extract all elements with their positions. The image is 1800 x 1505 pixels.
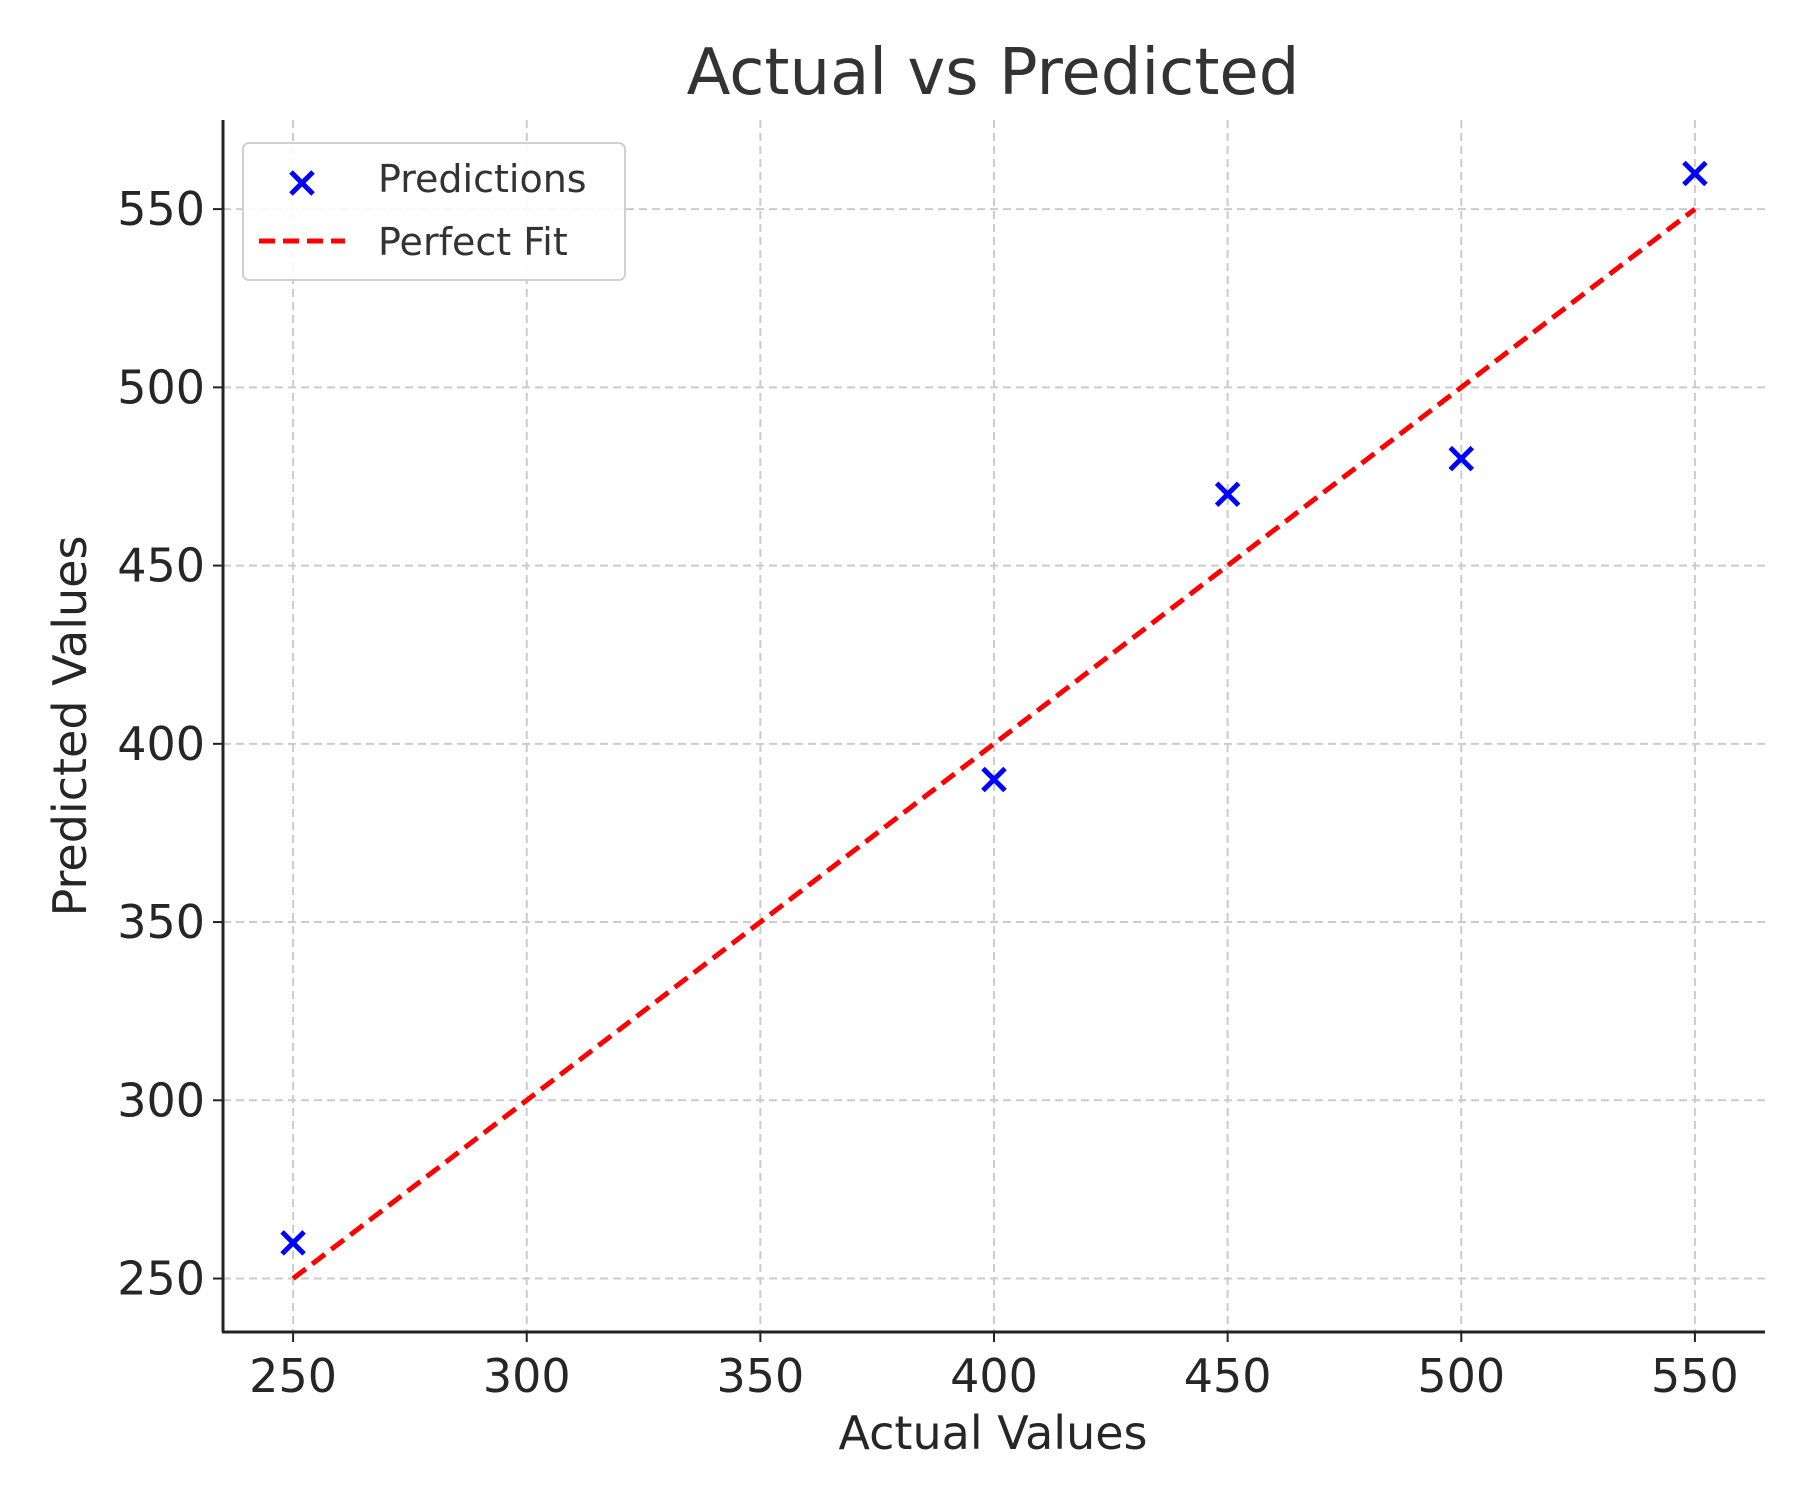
chart-title: Actual vs Predicted	[687, 36, 1300, 110]
legend-perfect-fit-label: Perfect Fit	[378, 220, 568, 264]
y-tick-label: 300	[117, 1073, 205, 1127]
y-axis-label: Predicted Values	[43, 536, 97, 917]
y-tick-label: 400	[117, 717, 205, 771]
x-axis-ticks: 250 300 350 400 450 500 550	[249, 1332, 1739, 1403]
prediction-point	[981, 766, 1007, 793]
y-tick-label: 450	[117, 539, 205, 593]
prediction-point	[1448, 445, 1475, 472]
x-tick-label: 250	[249, 1349, 337, 1403]
perfect-fit-line	[291, 207, 1697, 1281]
legend-predictions-label: Predictions	[378, 157, 587, 201]
y-tick-label: 250	[117, 1252, 205, 1306]
y-tick-label: 500	[117, 360, 205, 414]
predictions-layer	[280, 160, 1708, 1256]
legend-predictions-marker	[289, 170, 315, 196]
legend-frame	[242, 142, 626, 281]
x-tick-label: 500	[1417, 1349, 1505, 1403]
y-tick-label: 350	[117, 895, 205, 949]
prediction-point	[1214, 481, 1241, 508]
perfect-fit-layer	[291, 207, 1697, 1281]
y-axis-ticks: 250 300 350 400 450 500 550	[117, 182, 223, 1306]
x-tick-label: 450	[1184, 1349, 1272, 1403]
x-tick-label: 550	[1651, 1349, 1739, 1403]
x-axis-label: Actual Values	[838, 1406, 1147, 1460]
grid	[223, 120, 1765, 1332]
x-tick-label: 400	[950, 1349, 1038, 1403]
legend: Predictions Perfect Fit	[242, 142, 626, 281]
prediction-point	[1682, 160, 1708, 187]
x-tick-label: 300	[483, 1349, 571, 1403]
y-tick-label: 550	[117, 182, 205, 236]
x-tick-label: 350	[716, 1349, 804, 1403]
prediction-point	[280, 1230, 306, 1256]
